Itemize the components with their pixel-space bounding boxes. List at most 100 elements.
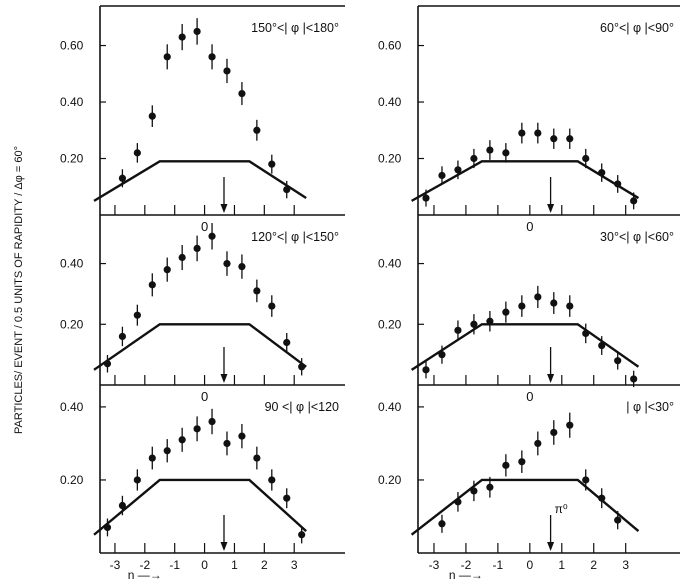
x-tick-label: -1 (493, 558, 504, 572)
data-point (163, 447, 171, 455)
data-point (518, 302, 526, 310)
zero-label: 0 (201, 219, 208, 234)
zero-label: 0 (526, 389, 533, 404)
y-tick-label: 0.40 (378, 95, 402, 109)
data-point (486, 483, 494, 491)
model-curve (93, 478, 307, 536)
data-point (268, 476, 276, 484)
data-point (582, 476, 590, 484)
y-tick-label: 0.40 (378, 257, 402, 271)
data-point (208, 232, 216, 240)
data-point (133, 149, 141, 157)
data-point (454, 498, 462, 506)
model-curve (93, 323, 307, 371)
panel-3: 0.20 0.40 0 120°<| φ |<150° (60, 215, 345, 386)
data-point (502, 308, 510, 316)
y-tick-label: 0.20 (60, 317, 84, 331)
arrow-head (220, 374, 228, 383)
data-point (422, 194, 430, 202)
data-point (178, 253, 186, 262)
panel-title: 30°<| φ |<60° (600, 230, 674, 244)
data-point (550, 428, 558, 437)
x-tick-label: 1 (231, 558, 238, 572)
data-point (208, 53, 216, 61)
data-point (163, 53, 171, 61)
data-point (223, 259, 231, 268)
x-tick-label: 2 (590, 558, 597, 572)
data-point (566, 135, 574, 143)
data-point (103, 523, 112, 532)
data-point (470, 487, 478, 495)
data-point (268, 302, 276, 310)
data-point (283, 494, 291, 502)
data-point (534, 439, 542, 448)
data-point (598, 169, 606, 177)
data-point (133, 476, 141, 484)
y-tick-label: 0.60 (60, 39, 84, 53)
data-point (486, 317, 494, 325)
panel-2: 0.20 0.40 0.60 60°<| φ |<90° (378, 5, 680, 216)
data-point (470, 320, 478, 328)
data-point (582, 329, 590, 337)
data-point (223, 67, 231, 75)
model-curve (410, 323, 640, 371)
data-point (208, 417, 216, 426)
data-point (454, 166, 462, 174)
model-curve (93, 160, 307, 202)
panel-1: 0.20 0.40 0.60 150°<| φ |<180° (60, 5, 345, 216)
data-point (238, 432, 246, 440)
arrow-head (220, 204, 228, 213)
data-point (422, 366, 430, 374)
data-point (118, 501, 127, 510)
data-point (598, 494, 606, 502)
data-point (298, 363, 306, 371)
x-axis-label: η —→ (128, 568, 162, 579)
data-point (193, 244, 201, 252)
panel-title: 150°<| φ |<180° (251, 21, 339, 35)
y-tick-label: 0.40 (60, 400, 84, 414)
y-tick-label: 0.20 (378, 152, 402, 166)
y-axis-label: PARTICLES/ EVENT / 0.5 UNITS OF RAPIDITY… (13, 146, 25, 434)
data-point (614, 357, 622, 365)
y-tick-label: 0.20 (60, 152, 84, 166)
data-point (238, 263, 246, 271)
x-tick-label: 0 (201, 558, 208, 572)
data-point (614, 180, 622, 188)
data-point (118, 174, 127, 182)
panel-title: | φ |<30° (626, 400, 674, 414)
zero-label: 0 (201, 389, 208, 404)
data-point (534, 129, 542, 137)
data-point (470, 154, 478, 163)
arrow-head (220, 542, 228, 551)
arrow-label: π⁰ (555, 502, 568, 516)
data-point (103, 360, 112, 368)
x-tick-label: -3 (429, 558, 440, 572)
data-point (253, 287, 261, 295)
data-point (148, 112, 156, 120)
data-point (486, 146, 494, 154)
x-tick-label: -3 (110, 558, 121, 572)
x-tick-label: 3 (291, 558, 298, 572)
y-tick-label: 0.20 (378, 317, 402, 331)
data-point (454, 326, 462, 334)
panel-5: 0.20 0.40 0 90 <| φ |<120 -3 -2 -1 0 1 2 3 η —→ (60, 385, 345, 579)
data-point (566, 302, 574, 310)
data-point (534, 293, 542, 301)
zero-label: 0 (526, 219, 533, 234)
data-point (178, 436, 186, 444)
arrow-head (547, 374, 555, 383)
y-tick-label: 0.40 (60, 257, 84, 271)
data-point (148, 454, 156, 462)
panel-4: 0.20 0.40 0 30°<| φ |<60° (378, 215, 680, 388)
y-tick-label: 0.40 (378, 400, 402, 414)
data-point (163, 266, 171, 274)
data-point (518, 129, 526, 137)
x-tick-label: 1 (558, 558, 565, 572)
data-point (193, 27, 201, 36)
data-point (253, 126, 261, 134)
data-point (502, 149, 510, 157)
y-tick-label: 0.60 (378, 39, 402, 53)
data-point (283, 185, 291, 194)
data-point (502, 461, 510, 469)
